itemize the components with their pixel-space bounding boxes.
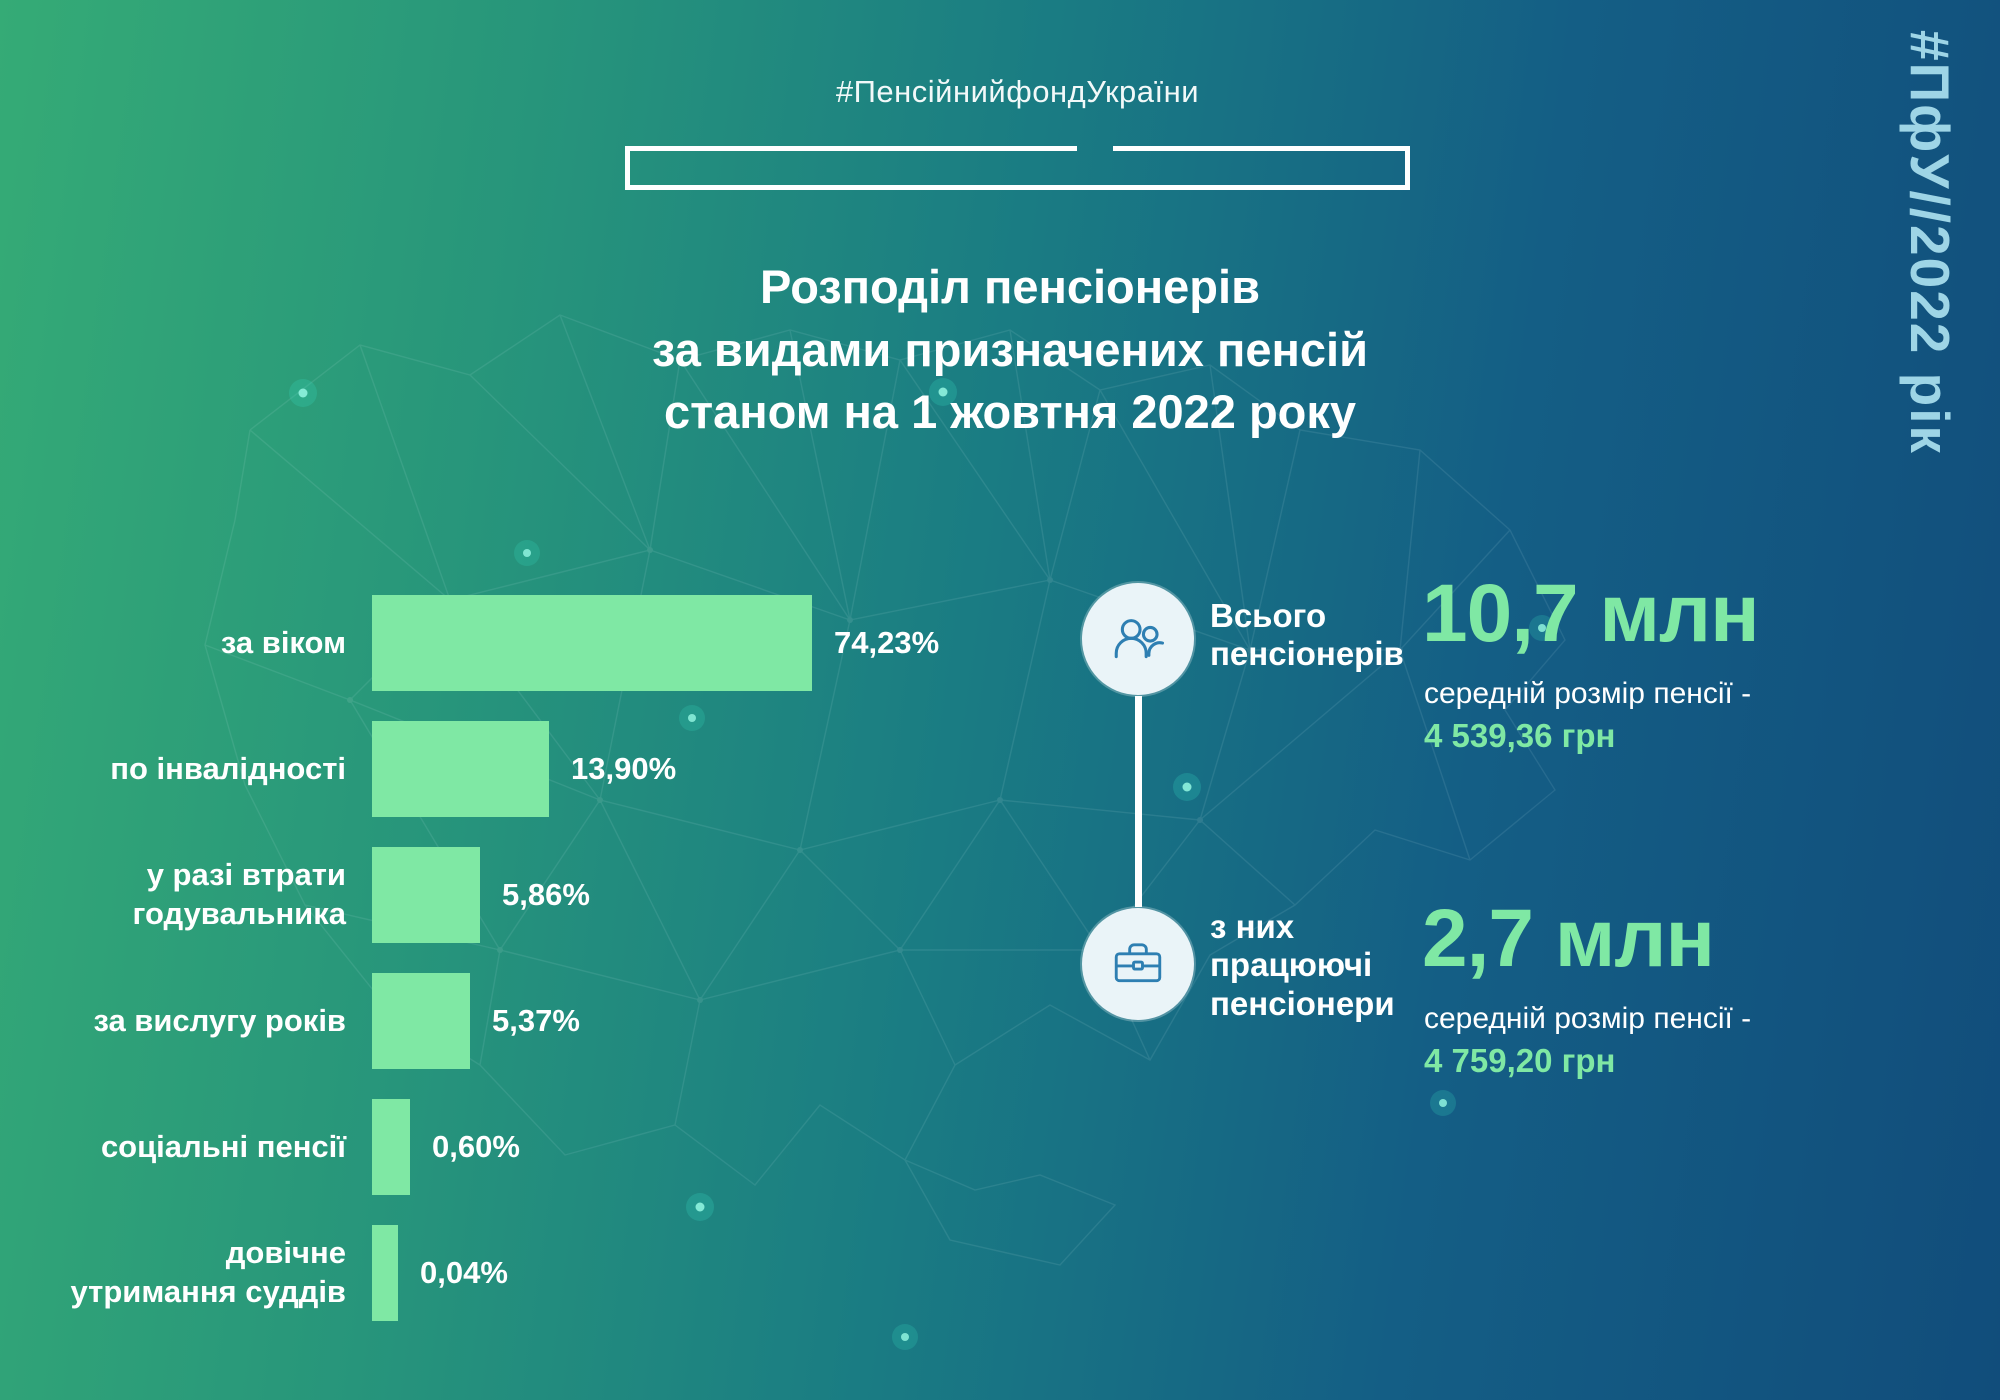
stat-working-pensioners: з них працюючі пенсіонери 2,7 млн середн… bbox=[1082, 898, 1802, 1108]
stat-connector-line bbox=[1135, 696, 1142, 907]
title-bracket bbox=[625, 146, 1410, 190]
total-pensioners-badge bbox=[1082, 583, 1194, 695]
stat-value: 2,7 млн bbox=[1422, 893, 1715, 984]
briefcase-icon bbox=[1114, 943, 1162, 983]
bar-category-label: за віком bbox=[220, 624, 346, 660]
bar bbox=[372, 847, 480, 943]
bar-category-label: довічне утримання суддів bbox=[70, 1235, 346, 1309]
bar-value-label: 13,90% bbox=[571, 751, 677, 786]
bar-row: у разі втрати годувальника 5,86% bbox=[60, 847, 1010, 943]
stat-label: з них працюючі пенсіонери bbox=[1210, 908, 1395, 1022]
title-line-3: станом на 1 жовтня 2022 року bbox=[663, 385, 1357, 438]
bar-category-label: у разі втрати годувальника bbox=[132, 857, 346, 931]
bar-category-label: за вислугу років bbox=[93, 1002, 346, 1038]
side-hashtag: #ПфУ//2022 рік bbox=[1899, 30, 1961, 456]
stat-label: Всього пенсіонерів bbox=[1210, 597, 1404, 673]
bar bbox=[372, 595, 812, 691]
bar-row: довічне утримання суддів 0,04% bbox=[60, 1225, 1010, 1321]
stat-amount: 4 539,36 грн bbox=[1424, 717, 1616, 754]
bar-row: за вислугу років 5,37% bbox=[60, 973, 1010, 1069]
top-hashtag: #ПенсійнийфондУкраїни bbox=[835, 74, 1200, 109]
bar bbox=[372, 973, 470, 1069]
title-line-2: за видами призначених пенсій bbox=[651, 322, 1369, 376]
stat-caption: середній розмір пенсії - bbox=[1424, 1002, 1752, 1035]
glow-dots bbox=[289, 378, 1555, 1350]
people-icon bbox=[1114, 619, 1165, 659]
bar bbox=[372, 1225, 398, 1321]
bar bbox=[372, 721, 549, 817]
bar-category-label: соціальні пенсії bbox=[100, 1128, 346, 1164]
bar-row: за віком 74,23% bbox=[60, 595, 1010, 691]
bar-value-label: 0,04% bbox=[420, 1255, 508, 1290]
stat-caption: середній розмір пенсії - bbox=[1424, 677, 1752, 710]
stat-value: 10,7 млн bbox=[1422, 568, 1760, 659]
bar-value-label: 74,23% bbox=[834, 625, 940, 660]
bar-value-label: 0,60% bbox=[432, 1129, 520, 1164]
title-line-1: Розподіл пенсіонерів bbox=[760, 260, 1260, 313]
bar-value-label: 5,37% bbox=[492, 1003, 580, 1038]
bar-category-label: по інвалідності bbox=[110, 750, 346, 786]
bar-row: соціальні пенсії 0,60% bbox=[60, 1099, 1010, 1195]
bar-value-label: 5,86% bbox=[502, 877, 590, 912]
page-title: Розподіл пенсіонерів за видами призначен… bbox=[505, 256, 1515, 444]
bar bbox=[372, 1099, 410, 1195]
stat-total-pensioners: Всього пенсіонерів 10,7 млн середній роз… bbox=[1082, 573, 1802, 783]
bar-row: по інвалідності 13,90% bbox=[60, 721, 1010, 817]
bar-chart: за віком 74,23% по інвалідності 13,90% у раз… bbox=[60, 595, 1010, 1351]
working-pensioners-badge bbox=[1082, 908, 1194, 1020]
stat-amount: 4 759,20 грн bbox=[1424, 1042, 1616, 1079]
